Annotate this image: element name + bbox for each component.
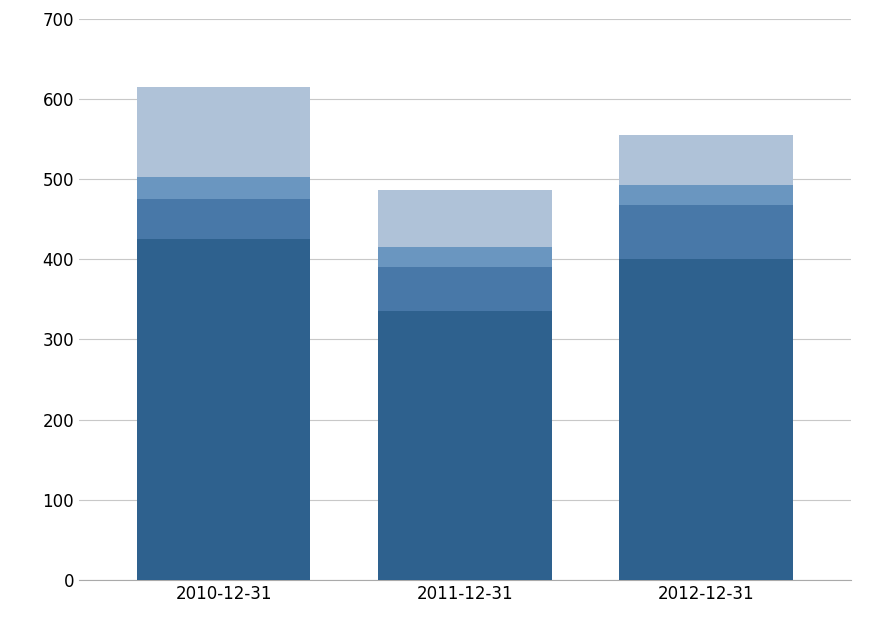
- Bar: [137, 87, 310, 177]
- Bar: [378, 190, 552, 247]
- Bar: [619, 185, 793, 205]
- Bar: [378, 247, 552, 268]
- Bar: [137, 177, 310, 199]
- Bar: [378, 268, 552, 311]
- Bar: [137, 199, 310, 240]
- Bar: [137, 240, 310, 580]
- Bar: [378, 311, 552, 580]
- Bar: [619, 205, 793, 259]
- Bar: [619, 259, 793, 580]
- Bar: [619, 135, 793, 185]
